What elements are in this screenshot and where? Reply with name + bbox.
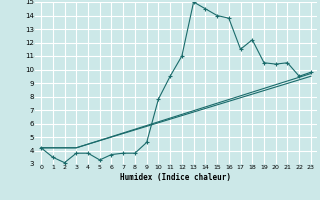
X-axis label: Humidex (Indice chaleur): Humidex (Indice chaleur) (121, 173, 231, 182)
